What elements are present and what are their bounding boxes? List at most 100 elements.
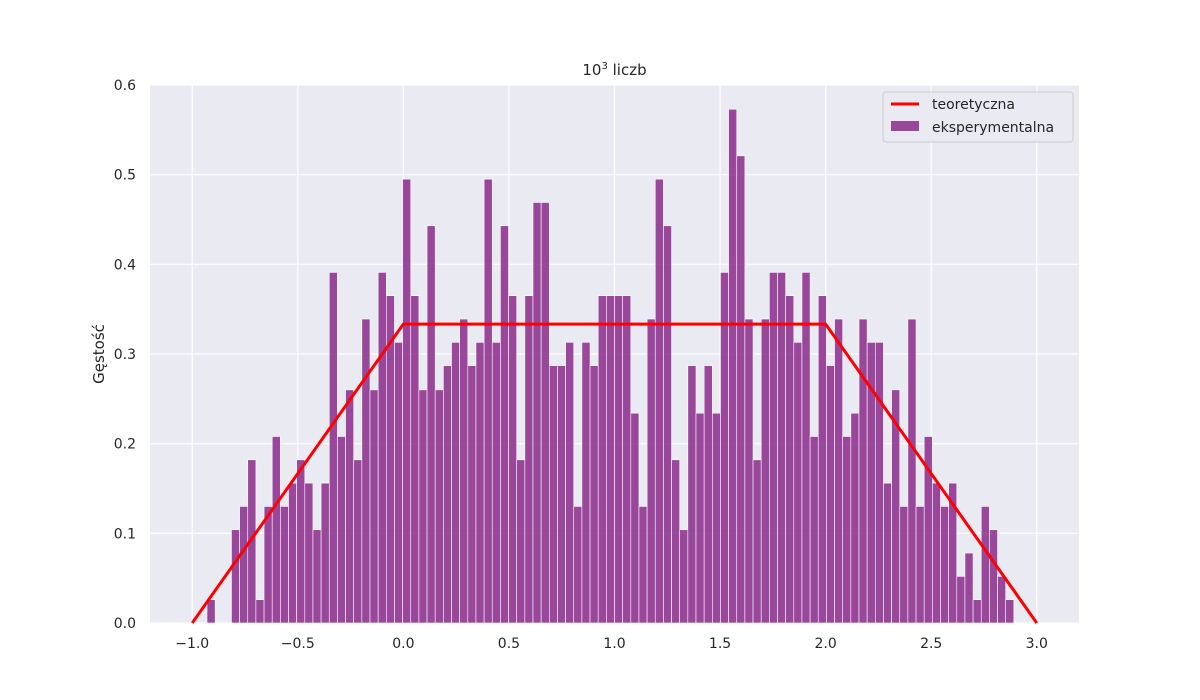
histogram-bar — [206, 599, 216, 624]
histogram-bar — [377, 272, 387, 624]
histogram-bar — [907, 318, 917, 624]
histogram-bar — [834, 318, 843, 624]
legend-box — [882, 91, 1074, 143]
histogram-bar — [703, 365, 713, 624]
histogram-bar — [565, 342, 575, 624]
histogram-bar — [410, 295, 420, 624]
histogram-bar — [850, 412, 860, 624]
histogram-bar — [288, 482, 297, 624]
histogram-bar — [280, 506, 289, 624]
histogram-bar — [247, 459, 257, 624]
histogram-bar — [630, 412, 640, 624]
histogram-bar — [296, 459, 306, 624]
histogram-bar — [646, 318, 656, 624]
histogram-bar — [271, 436, 281, 624]
histogram-bar — [540, 202, 550, 624]
y-tick-label: 0.4 — [114, 257, 136, 273]
histogram-bar — [434, 389, 444, 624]
histogram-bar — [858, 318, 868, 624]
histogram-bar — [369, 389, 379, 624]
histogram-bar — [597, 295, 607, 624]
y-tick-label: 0.6 — [114, 78, 136, 94]
x-tick-label: −0.5 — [281, 636, 315, 652]
histogram-bar — [614, 295, 623, 624]
histogram-bar — [842, 436, 852, 624]
chart-title-superscript: 3 — [601, 61, 607, 72]
histogram-bar — [451, 342, 460, 624]
chart-title-rest: liczb — [608, 61, 647, 79]
histogram-bar — [874, 342, 884, 624]
y-tick-label: 0.1 — [114, 526, 136, 542]
histogram-bar — [964, 552, 974, 624]
histogram-bar — [711, 412, 721, 624]
histogram-bar — [426, 225, 436, 624]
histogram-bar — [687, 365, 697, 624]
x-tick-label: 0.5 — [498, 636, 520, 652]
histogram-bar — [752, 459, 762, 624]
histogram-bar — [622, 295, 632, 624]
x-tick-label: 1.5 — [709, 636, 731, 652]
histogram-bar — [312, 529, 322, 624]
histogram-bar — [883, 482, 892, 624]
x-tick-label: 0.0 — [392, 636, 414, 652]
histogram-bars — [206, 108, 1015, 624]
histogram-bar — [760, 318, 770, 624]
histogram-bar — [581, 342, 591, 624]
histogram-bar — [663, 225, 672, 624]
y-axis-ticks: 0.0 0.1 0.2 0.3 0.4 0.5 0.6 — [114, 78, 136, 632]
histogram-bar — [263, 506, 273, 624]
histogram-bar — [467, 365, 477, 624]
y-tick-label: 0.0 — [114, 616, 136, 632]
histogram-bar — [475, 342, 485, 624]
x-tick-label: 2.5 — [920, 636, 942, 652]
histogram-bar — [793, 342, 803, 624]
x-tick-label: 2.0 — [815, 636, 837, 652]
histogram-bar — [589, 365, 599, 624]
histogram-bar — [744, 318, 754, 624]
legend-bar-label: eksperymentalna — [932, 120, 1054, 136]
histogram-bar — [491, 342, 501, 624]
histogram-bar — [532, 202, 542, 624]
histogram-bar — [940, 506, 949, 624]
histogram-bar — [353, 459, 363, 624]
theoretical-line-layer — [191, 322, 1038, 624]
histogram-bar — [817, 295, 827, 624]
histogram-bar — [606, 295, 615, 624]
histogram-bar — [728, 108, 738, 624]
histogram-bar — [899, 506, 909, 624]
histogram-bar — [402, 178, 412, 624]
histogram-bar — [573, 506, 583, 624]
histogram-bar — [671, 459, 680, 624]
histogram-bar — [809, 436, 819, 624]
histogram-bar — [443, 365, 452, 624]
histogram-bar — [826, 365, 835, 624]
x-tick-label: 3.0 — [1026, 636, 1048, 652]
histogram-bar — [459, 318, 469, 624]
histogram-bar — [932, 482, 941, 624]
histogram-bar — [557, 365, 566, 624]
histogram-bar — [500, 225, 509, 624]
x-tick-label: −1.0 — [175, 636, 209, 652]
histogram-bar — [785, 295, 795, 624]
y-axis-label: Gęstość — [90, 324, 108, 384]
histogram-bar — [394, 342, 403, 624]
histogram-bar — [328, 272, 338, 624]
x-axis-ticks: −1.0 −0.5 0.0 0.5 1.0 1.5 2.0 2.5 3.0 — [175, 636, 1048, 652]
x-tick-label: 1.0 — [603, 636, 625, 652]
histogram-bar — [948, 482, 958, 624]
legend-bar-swatch — [891, 121, 919, 131]
y-tick-label: 0.5 — [114, 168, 136, 184]
legend-line-label: teoretyczna — [932, 97, 1015, 113]
y-tick-label: 0.3 — [114, 347, 136, 363]
histogram-bar — [524, 295, 534, 624]
histogram-bar — [304, 482, 314, 624]
histogram-bar — [516, 459, 526, 624]
histogram-bar — [736, 155, 746, 624]
histogram-bar — [915, 506, 925, 624]
theoretical-line — [191, 322, 1038, 624]
histogram-bar — [418, 389, 428, 624]
histogram-bar — [956, 576, 966, 624]
legend: teoretyczna eksperymentalna — [882, 91, 1074, 143]
histogram-bar — [231, 529, 240, 624]
